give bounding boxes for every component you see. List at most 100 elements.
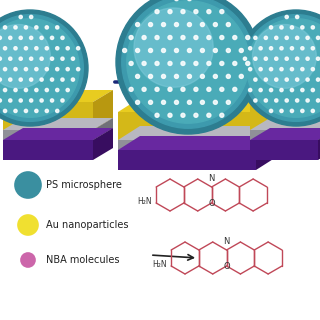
Circle shape: [0, 25, 50, 88]
Circle shape: [296, 99, 299, 102]
Circle shape: [246, 61, 250, 66]
Circle shape: [116, 0, 260, 134]
Circle shape: [56, 109, 59, 113]
Circle shape: [136, 100, 140, 104]
Circle shape: [51, 57, 54, 60]
Circle shape: [56, 26, 59, 29]
Text: Au nanoparticles: Au nanoparticles: [46, 220, 129, 230]
Circle shape: [259, 47, 262, 50]
Circle shape: [51, 99, 54, 102]
Circle shape: [35, 88, 38, 92]
Circle shape: [188, 74, 191, 78]
Circle shape: [136, 74, 140, 78]
Circle shape: [56, 88, 59, 92]
Polygon shape: [118, 136, 278, 150]
Circle shape: [71, 78, 75, 81]
Circle shape: [129, 87, 133, 92]
Circle shape: [4, 68, 7, 71]
Circle shape: [316, 57, 320, 60]
Circle shape: [311, 68, 315, 71]
Circle shape: [290, 68, 293, 71]
Polygon shape: [3, 130, 93, 140]
Circle shape: [200, 74, 204, 78]
Circle shape: [127, 1, 249, 123]
Circle shape: [35, 109, 38, 113]
Circle shape: [66, 88, 69, 92]
Circle shape: [200, 22, 204, 27]
Circle shape: [4, 26, 7, 29]
Circle shape: [233, 36, 237, 40]
Polygon shape: [318, 90, 320, 130]
Circle shape: [296, 15, 299, 19]
Circle shape: [269, 88, 273, 92]
Circle shape: [280, 109, 283, 113]
Circle shape: [40, 99, 43, 102]
Circle shape: [4, 88, 7, 92]
Circle shape: [15, 172, 41, 198]
Circle shape: [45, 47, 48, 50]
Polygon shape: [118, 112, 256, 140]
Polygon shape: [250, 128, 320, 140]
Circle shape: [174, 22, 179, 27]
Circle shape: [269, 47, 273, 50]
Circle shape: [148, 100, 153, 104]
Circle shape: [9, 57, 12, 60]
Circle shape: [168, 87, 172, 92]
Circle shape: [4, 109, 7, 113]
Circle shape: [207, 113, 211, 117]
Circle shape: [243, 57, 247, 60]
Circle shape: [35, 68, 38, 71]
Circle shape: [45, 26, 48, 29]
Circle shape: [66, 68, 69, 71]
Polygon shape: [3, 128, 113, 140]
Circle shape: [40, 57, 43, 60]
Circle shape: [155, 10, 159, 14]
Circle shape: [14, 47, 17, 50]
Polygon shape: [250, 140, 318, 160]
Circle shape: [213, 100, 217, 104]
Circle shape: [155, 61, 159, 66]
Circle shape: [301, 26, 304, 29]
Circle shape: [306, 99, 309, 102]
Circle shape: [24, 68, 28, 71]
Circle shape: [0, 99, 2, 102]
Polygon shape: [93, 90, 113, 130]
Polygon shape: [318, 118, 320, 140]
Text: H₂N: H₂N: [152, 260, 167, 269]
Circle shape: [259, 88, 262, 92]
Circle shape: [155, 113, 159, 117]
Circle shape: [213, 48, 217, 52]
Circle shape: [239, 74, 243, 78]
Text: O: O: [208, 199, 215, 208]
Circle shape: [188, 100, 191, 104]
Circle shape: [213, 22, 217, 27]
Circle shape: [226, 74, 230, 78]
Circle shape: [200, 48, 204, 52]
Circle shape: [285, 99, 288, 102]
Circle shape: [249, 47, 252, 50]
Circle shape: [162, 74, 165, 78]
Circle shape: [269, 109, 273, 113]
Polygon shape: [256, 98, 278, 140]
Circle shape: [306, 78, 309, 81]
Circle shape: [188, 0, 191, 1]
Text: Step II: Step II: [118, 53, 162, 67]
Circle shape: [254, 78, 257, 81]
Circle shape: [194, 36, 198, 40]
Circle shape: [243, 15, 320, 121]
Polygon shape: [256, 126, 278, 150]
Circle shape: [162, 22, 165, 27]
Circle shape: [316, 36, 320, 39]
Polygon shape: [3, 90, 113, 102]
Circle shape: [142, 61, 146, 66]
Circle shape: [155, 87, 159, 92]
Circle shape: [19, 99, 22, 102]
Circle shape: [280, 47, 283, 50]
Circle shape: [148, 22, 153, 27]
Circle shape: [29, 15, 33, 19]
Polygon shape: [3, 140, 93, 160]
Circle shape: [275, 36, 278, 39]
Circle shape: [0, 78, 2, 81]
Circle shape: [280, 68, 283, 71]
Circle shape: [45, 88, 48, 92]
